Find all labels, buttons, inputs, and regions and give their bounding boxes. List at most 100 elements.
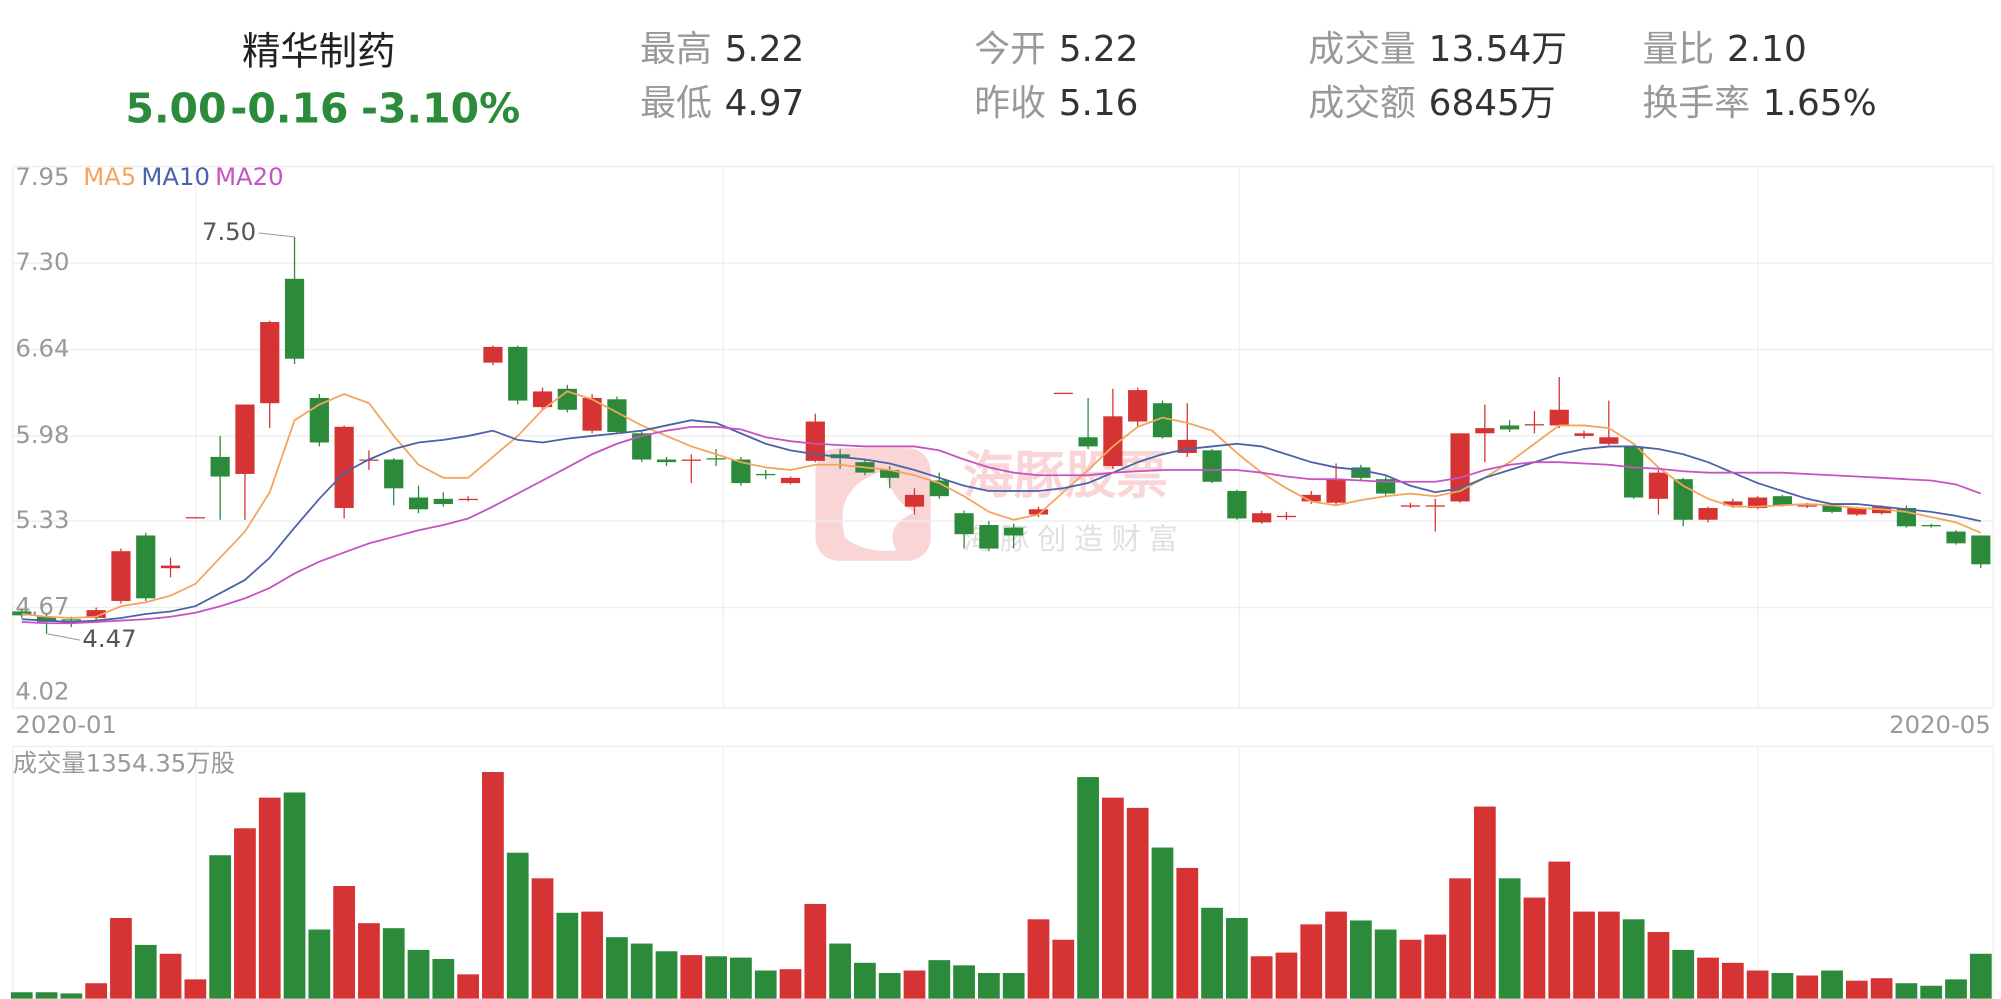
watermark: 海豚股票 海豚创造财富 (815, 446, 1178, 561)
y-tick-label: 4.02 (15, 677, 69, 706)
x-tick-label: 2020-05 (1889, 710, 1991, 739)
volume-bar (928, 960, 951, 999)
volume-bar (358, 923, 380, 999)
candle-body (1624, 446, 1644, 498)
stat-value: 13.54万 (1429, 29, 1567, 70)
candle-body (1376, 479, 1396, 494)
candle-body (136, 535, 156, 599)
legend-entry: MA20 (215, 162, 284, 191)
volume-bar (506, 852, 529, 999)
volume-bar (1126, 807, 1149, 999)
candle-body (12, 611, 32, 616)
stat-value: 2.10 (1727, 29, 1807, 70)
candle-body (1673, 479, 1693, 520)
stat-label: 换手率 (1643, 83, 1750, 124)
volume-bar (1945, 979, 1967, 999)
candle-body (706, 458, 726, 460)
candle-body (929, 480, 949, 497)
volume-bar (1002, 973, 1025, 999)
stat: 最高 5.22 (640, 29, 804, 70)
candle-body (1152, 403, 1173, 438)
legend-entry: MA5 (83, 162, 136, 191)
volume-bar (382, 928, 405, 999)
candle-body (210, 456, 230, 477)
candle-body (1698, 507, 1718, 520)
volume-bar (1523, 897, 1546, 999)
stat-value: 5.16 (1059, 83, 1139, 124)
price: 5.00 (125, 84, 226, 132)
volume-title: 成交量1354.35万股 (13, 748, 235, 777)
volume-bar (730, 957, 752, 999)
annotation-label: 7.50 (202, 217, 256, 246)
volume-bar (60, 993, 83, 999)
candle-body (1797, 505, 1817, 507)
annotation-label: 4.47 (82, 624, 136, 653)
volume-bar (1796, 975, 1819, 999)
candle-body (756, 473, 776, 476)
candle-body (86, 610, 106, 618)
volume-bar (829, 943, 851, 999)
candle-body (1028, 509, 1049, 515)
y-tick-label: 7.30 (15, 247, 69, 276)
stat-label: 最低 (640, 83, 712, 124)
candle-body (1648, 472, 1669, 499)
candle-body (1202, 450, 1222, 482)
candle-body (111, 551, 131, 601)
stat-label: 昨收 (974, 83, 1046, 124)
candle-body (433, 498, 453, 505)
candle-body (384, 459, 404, 489)
volume-bar (953, 965, 975, 999)
volume-bar (1101, 797, 1124, 999)
candle-body (483, 346, 503, 363)
volume-bar (1597, 911, 1620, 999)
candle-body (36, 616, 57, 622)
volume-bar (606, 937, 628, 999)
candle-body (284, 278, 305, 359)
volume-bar (1845, 980, 1868, 999)
ma-line (21, 425, 1982, 625)
volume-bar (184, 979, 207, 999)
annotation-leader (258, 232, 295, 238)
candle-body (61, 619, 81, 621)
legend-entry: MA10 (141, 162, 210, 191)
volume-bar (85, 983, 108, 999)
candle-body (334, 426, 354, 508)
candle-body (1425, 505, 1445, 507)
stock-name: 精华制药 (242, 29, 396, 74)
volume-bar (754, 970, 777, 999)
candle-body (1723, 501, 1743, 506)
candle-body (979, 525, 999, 549)
volume-bar (903, 970, 926, 999)
stat-value: 5.22 (1059, 29, 1139, 70)
candle-body (582, 397, 602, 431)
volume-bar (1920, 985, 1943, 999)
volume-bar (1746, 970, 1769, 999)
volume-bar (680, 955, 703, 999)
stat-label: 最高 (640, 29, 712, 70)
candle-body (1574, 433, 1594, 436)
y-tick-label: 6.64 (15, 334, 69, 363)
volume-bar (209, 855, 232, 999)
volume-bar (457, 974, 480, 999)
volume-bar (1672, 949, 1695, 999)
y-tick-label: 5.33 (15, 505, 69, 534)
volume-bar (705, 956, 727, 999)
candle-body (1128, 390, 1148, 422)
change-pct: -3.10% (361, 84, 520, 132)
volume-bar (854, 962, 876, 999)
volume-bar (1721, 962, 1744, 999)
volume-bar (159, 953, 182, 999)
candle-body (1500, 425, 1520, 430)
volume-bar (1201, 907, 1223, 999)
change: -0.16 (230, 84, 348, 132)
candle-body (1400, 505, 1421, 507)
candle-body (508, 346, 528, 401)
stat-value: 6845万 (1429, 83, 1556, 124)
candle-body (1326, 479, 1346, 503)
stat: 最低 4.97 (640, 83, 804, 124)
candle-body (1748, 497, 1768, 508)
volume-bar (1870, 978, 1893, 999)
watermark-dolphin (842, 471, 916, 551)
